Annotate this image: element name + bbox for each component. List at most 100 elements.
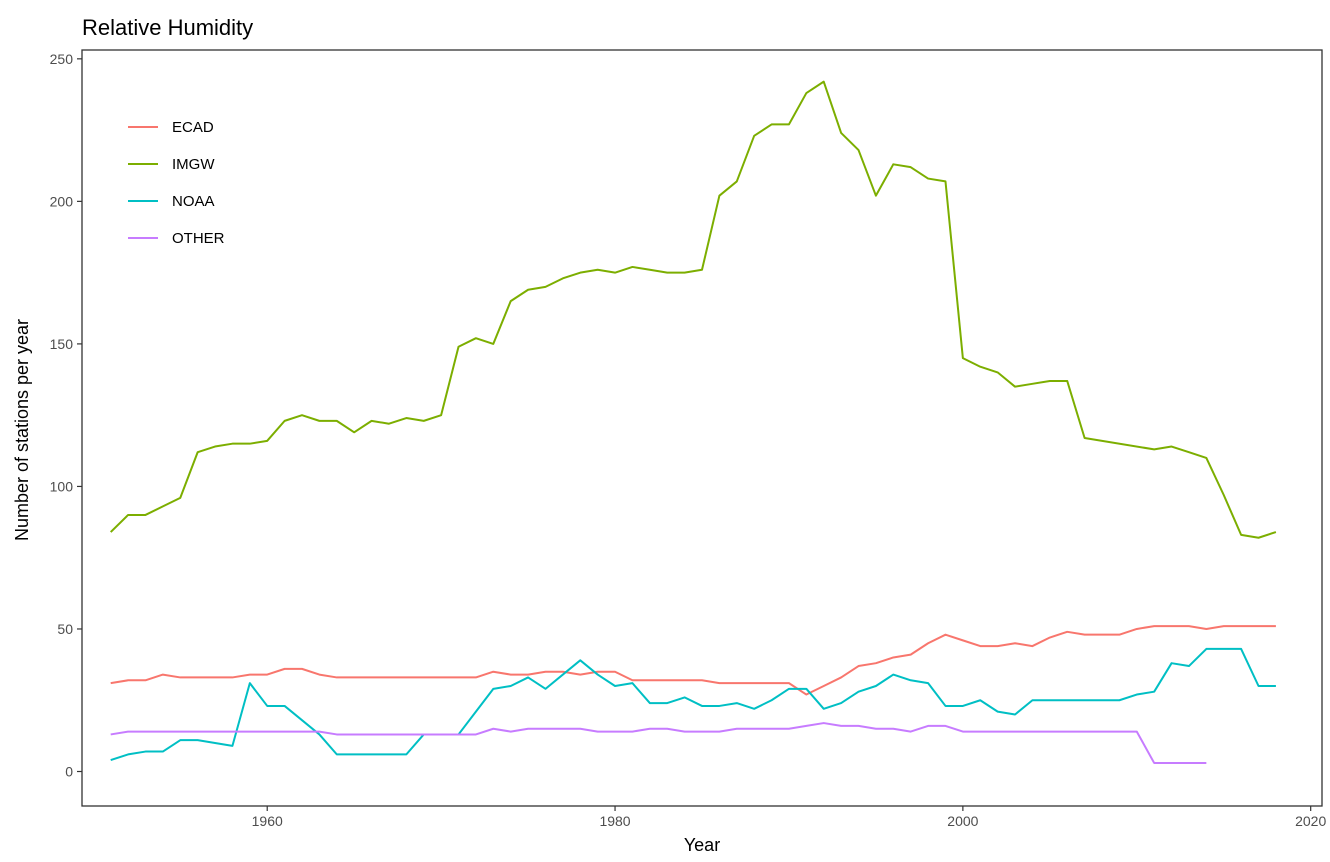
data-point-ecad (805, 693, 808, 696)
data-point-imgw (944, 180, 947, 183)
data-point-ecad (1153, 625, 1156, 628)
data-point-ecad (509, 673, 512, 676)
data-point-ecad (318, 673, 321, 676)
data-point-noaa (1187, 664, 1190, 667)
data-point-other (544, 727, 547, 730)
data-point-imgw (1153, 448, 1156, 451)
data-point-noaa (735, 701, 738, 704)
data-point-imgw (1187, 451, 1190, 454)
data-point-noaa (631, 682, 634, 685)
data-point-other (700, 730, 703, 733)
data-point-imgw (1066, 379, 1069, 382)
data-point-other (996, 730, 999, 733)
data-point-other (1100, 730, 1103, 733)
data-point-noaa (787, 687, 790, 690)
data-point-ecad (335, 676, 338, 679)
data-point-noaa (822, 707, 825, 710)
data-point-noaa (666, 701, 669, 704)
data-point-noaa (1205, 647, 1208, 650)
data-point-noaa (909, 679, 912, 682)
data-point-other (526, 727, 529, 730)
y-tick-label: 150 (50, 336, 74, 352)
data-point-imgw (370, 419, 373, 422)
legend-item-imgw: IMGW (128, 156, 215, 173)
legend-label-imgw: IMGW (172, 156, 215, 173)
data-point-imgw (457, 345, 460, 348)
legend-item-noaa: NOAA (128, 193, 215, 210)
data-point-imgw (579, 271, 582, 274)
data-point-imgw (283, 419, 286, 422)
data-point-noaa (283, 704, 286, 707)
series-line-ecad (110, 625, 1276, 696)
data-point-noaa (387, 753, 390, 756)
data-point-imgw (300, 414, 303, 417)
data-point-ecad (857, 664, 860, 667)
data-point-imgw (318, 419, 321, 422)
data-point-imgw (909, 166, 912, 169)
data-point-imgw (266, 439, 269, 442)
data-point-ecad (1066, 630, 1069, 633)
data-point-ecad (770, 682, 773, 685)
plot-panel-border (81, 49, 1323, 807)
data-point-noaa (979, 699, 982, 702)
data-point-other (596, 730, 599, 733)
data-point-ecad (961, 639, 964, 642)
data-point-other (561, 727, 564, 730)
data-point-imgw (231, 442, 234, 445)
data-point-other (370, 733, 373, 736)
y-axis-title: Number of stations per year (12, 319, 32, 541)
data-point-other (440, 733, 443, 736)
data-point-other (718, 730, 721, 733)
data-point-other (613, 730, 616, 733)
data-point-ecad (1170, 625, 1173, 628)
x-axis-title: Year (684, 835, 720, 855)
data-point-ecad (1118, 633, 1121, 636)
data-point-imgw (979, 365, 982, 368)
data-point-imgw (405, 416, 408, 419)
chart-title: Relative Humidity (82, 15, 253, 40)
data-point-imgw (144, 513, 147, 516)
data-point-other (492, 727, 495, 730)
x-axis: 1960 1980 2000 2020 (252, 806, 1326, 829)
data-point-other (1013, 730, 1016, 733)
data-point-ecad (874, 662, 877, 665)
y-tick-label: 100 (50, 478, 74, 494)
data-point-other (787, 727, 790, 730)
data-point-imgw (857, 148, 860, 151)
data-point-other (161, 730, 164, 733)
data-point-noaa (196, 739, 199, 742)
data-point-imgw (926, 177, 929, 180)
data-point-ecad (1240, 625, 1243, 628)
data-point-imgw (961, 357, 964, 360)
data-point-other (735, 727, 738, 730)
data-point-imgw (718, 194, 721, 197)
data-point-ecad (1257, 625, 1260, 628)
series-noaa (110, 647, 1276, 762)
data-point-noaa (926, 682, 929, 685)
data-point-ecad (1083, 633, 1086, 636)
data-point-other (266, 730, 269, 733)
data-point-ecad (909, 653, 912, 656)
data-point-noaa (161, 750, 164, 753)
data-point-imgw (474, 337, 477, 340)
data-point-ecad (370, 676, 373, 679)
data-point-noaa (700, 704, 703, 707)
legend-label-ecad: ECAD (172, 119, 214, 136)
data-point-imgw (892, 163, 895, 166)
data-point-imgw (109, 530, 112, 533)
data-point-ecad (231, 676, 234, 679)
data-point-ecad (266, 673, 269, 676)
data-point-ecad (735, 682, 738, 685)
data-point-imgw (1031, 382, 1034, 385)
data-point-other (857, 724, 860, 727)
data-point-noaa (944, 704, 947, 707)
data-point-imgw (700, 268, 703, 271)
data-point-other (822, 721, 825, 724)
data-point-ecad (944, 633, 947, 636)
data-point-imgw (770, 123, 773, 126)
data-point-imgw (196, 451, 199, 454)
data-point-other (770, 727, 773, 730)
data-point-ecad (996, 644, 999, 647)
data-point-ecad (683, 679, 686, 682)
